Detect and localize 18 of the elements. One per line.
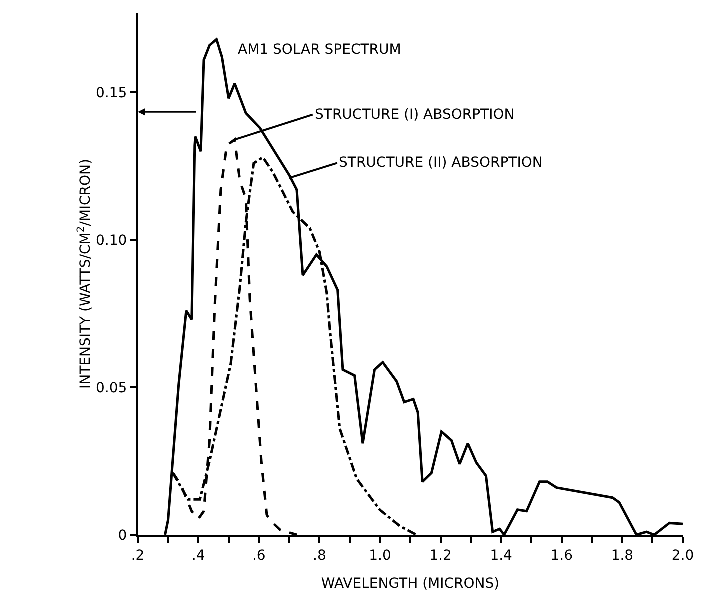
x-tick-label: 1.6: [550, 548, 574, 564]
y-tick-label: 0.10: [96, 232, 128, 249]
annotation: STRUCTURE (II) ABSORPTION: [339, 155, 543, 171]
x-tick-label: 1.8: [611, 548, 634, 564]
annotation: STRUCTURE (I) ABSORPTION: [315, 107, 515, 123]
x-tick-label: 1.0: [369, 548, 392, 564]
x-tick-label: 1.4: [490, 548, 513, 564]
x-tick-label: .6: [252, 548, 266, 564]
x-tick-label: 1.2: [430, 548, 452, 564]
x-tick-label: .2: [131, 548, 145, 564]
x-tick-label: .8: [312, 548, 326, 564]
x-axis-title: WAVELENGTH (MICRONS): [321, 576, 500, 592]
y-tick-label: 0.05: [96, 380, 128, 396]
x-tick-label: .4: [192, 548, 206, 564]
annotation: AM1 SOLAR SPECTRUM: [238, 42, 402, 58]
x-tick-label: 2.0: [672, 548, 694, 564]
y-tick-label: 0: [118, 528, 128, 544]
y-tick-label: 0.15: [96, 86, 128, 102]
